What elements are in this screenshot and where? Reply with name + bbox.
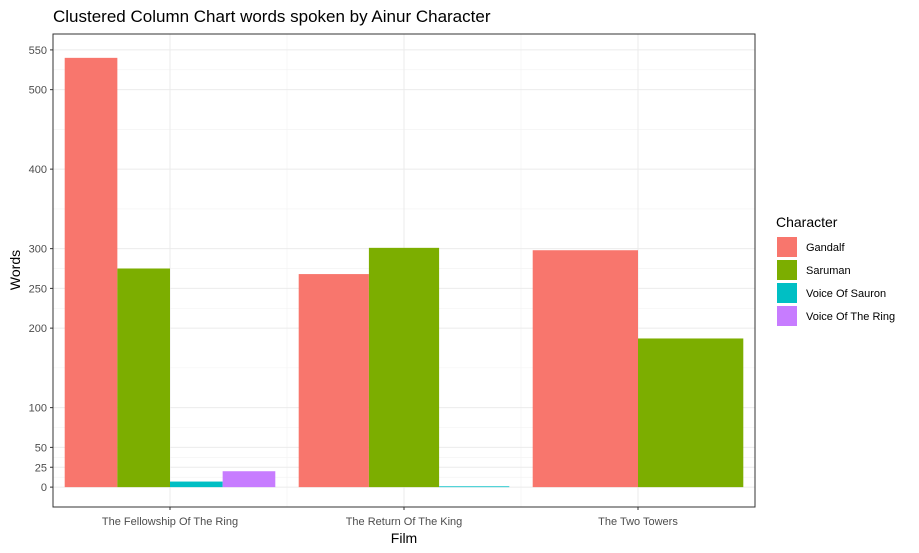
y-tick-label: 400 (29, 164, 47, 176)
legend-label: Voice Of The Ring (806, 311, 895, 323)
bar-voice-of-sauron (439, 486, 510, 488)
legend-swatch (777, 260, 797, 280)
chart-title: Clustered Column Chart words spoken by A… (53, 7, 491, 26)
x-tick-label: The Two Towers (598, 516, 678, 528)
legend: Character Gandalf Saruman Voice Of Sauron V… (776, 214, 895, 326)
bar-gandalf (532, 250, 638, 488)
y-tick-label: 550 (29, 45, 47, 57)
legend-swatch (777, 283, 797, 303)
legend-label: Voice Of Sauron (806, 288, 886, 300)
y-axis-title: Words (7, 250, 23, 290)
y-tick-label: 250 (29, 283, 47, 295)
x-axis: The Fellowship Of The Ring The Return Of … (102, 507, 678, 528)
legend-swatch (777, 306, 797, 326)
legend-label: Saruman (806, 265, 851, 277)
legend-label: Gandalf (806, 242, 845, 254)
legend-swatch (777, 237, 797, 257)
y-tick-label: 100 (29, 403, 47, 415)
bar-gandalf (298, 274, 369, 488)
bar-voice-of-sauron (170, 481, 223, 488)
y-tick-label: 25 (35, 462, 47, 474)
x-tick-label: The Fellowship Of The Ring (102, 516, 238, 528)
legend-items: Gandalf Saruman Voice Of Sauron Voice Of Th… (777, 237, 895, 326)
x-tick-label: The Return Of The King (346, 516, 463, 528)
y-tick-label: 0 (41, 482, 47, 494)
bar-saruman (368, 247, 440, 488)
bar-voice-of-the-ring (222, 471, 276, 488)
bar-gandalf (64, 57, 118, 488)
y-axis: 0 25 50 100 200 250 300 400 500 550 (29, 45, 53, 494)
y-tick-label: 50 (35, 442, 47, 454)
y-tick-label: 200 (29, 323, 47, 335)
y-tick-label: 300 (29, 244, 47, 256)
legend-title: Character (776, 214, 838, 230)
x-axis-title: Film (391, 530, 417, 546)
y-tick-label: 500 (29, 85, 47, 97)
bar-saruman (638, 338, 744, 488)
bar-saruman (117, 268, 170, 488)
bars (64, 57, 744, 488)
